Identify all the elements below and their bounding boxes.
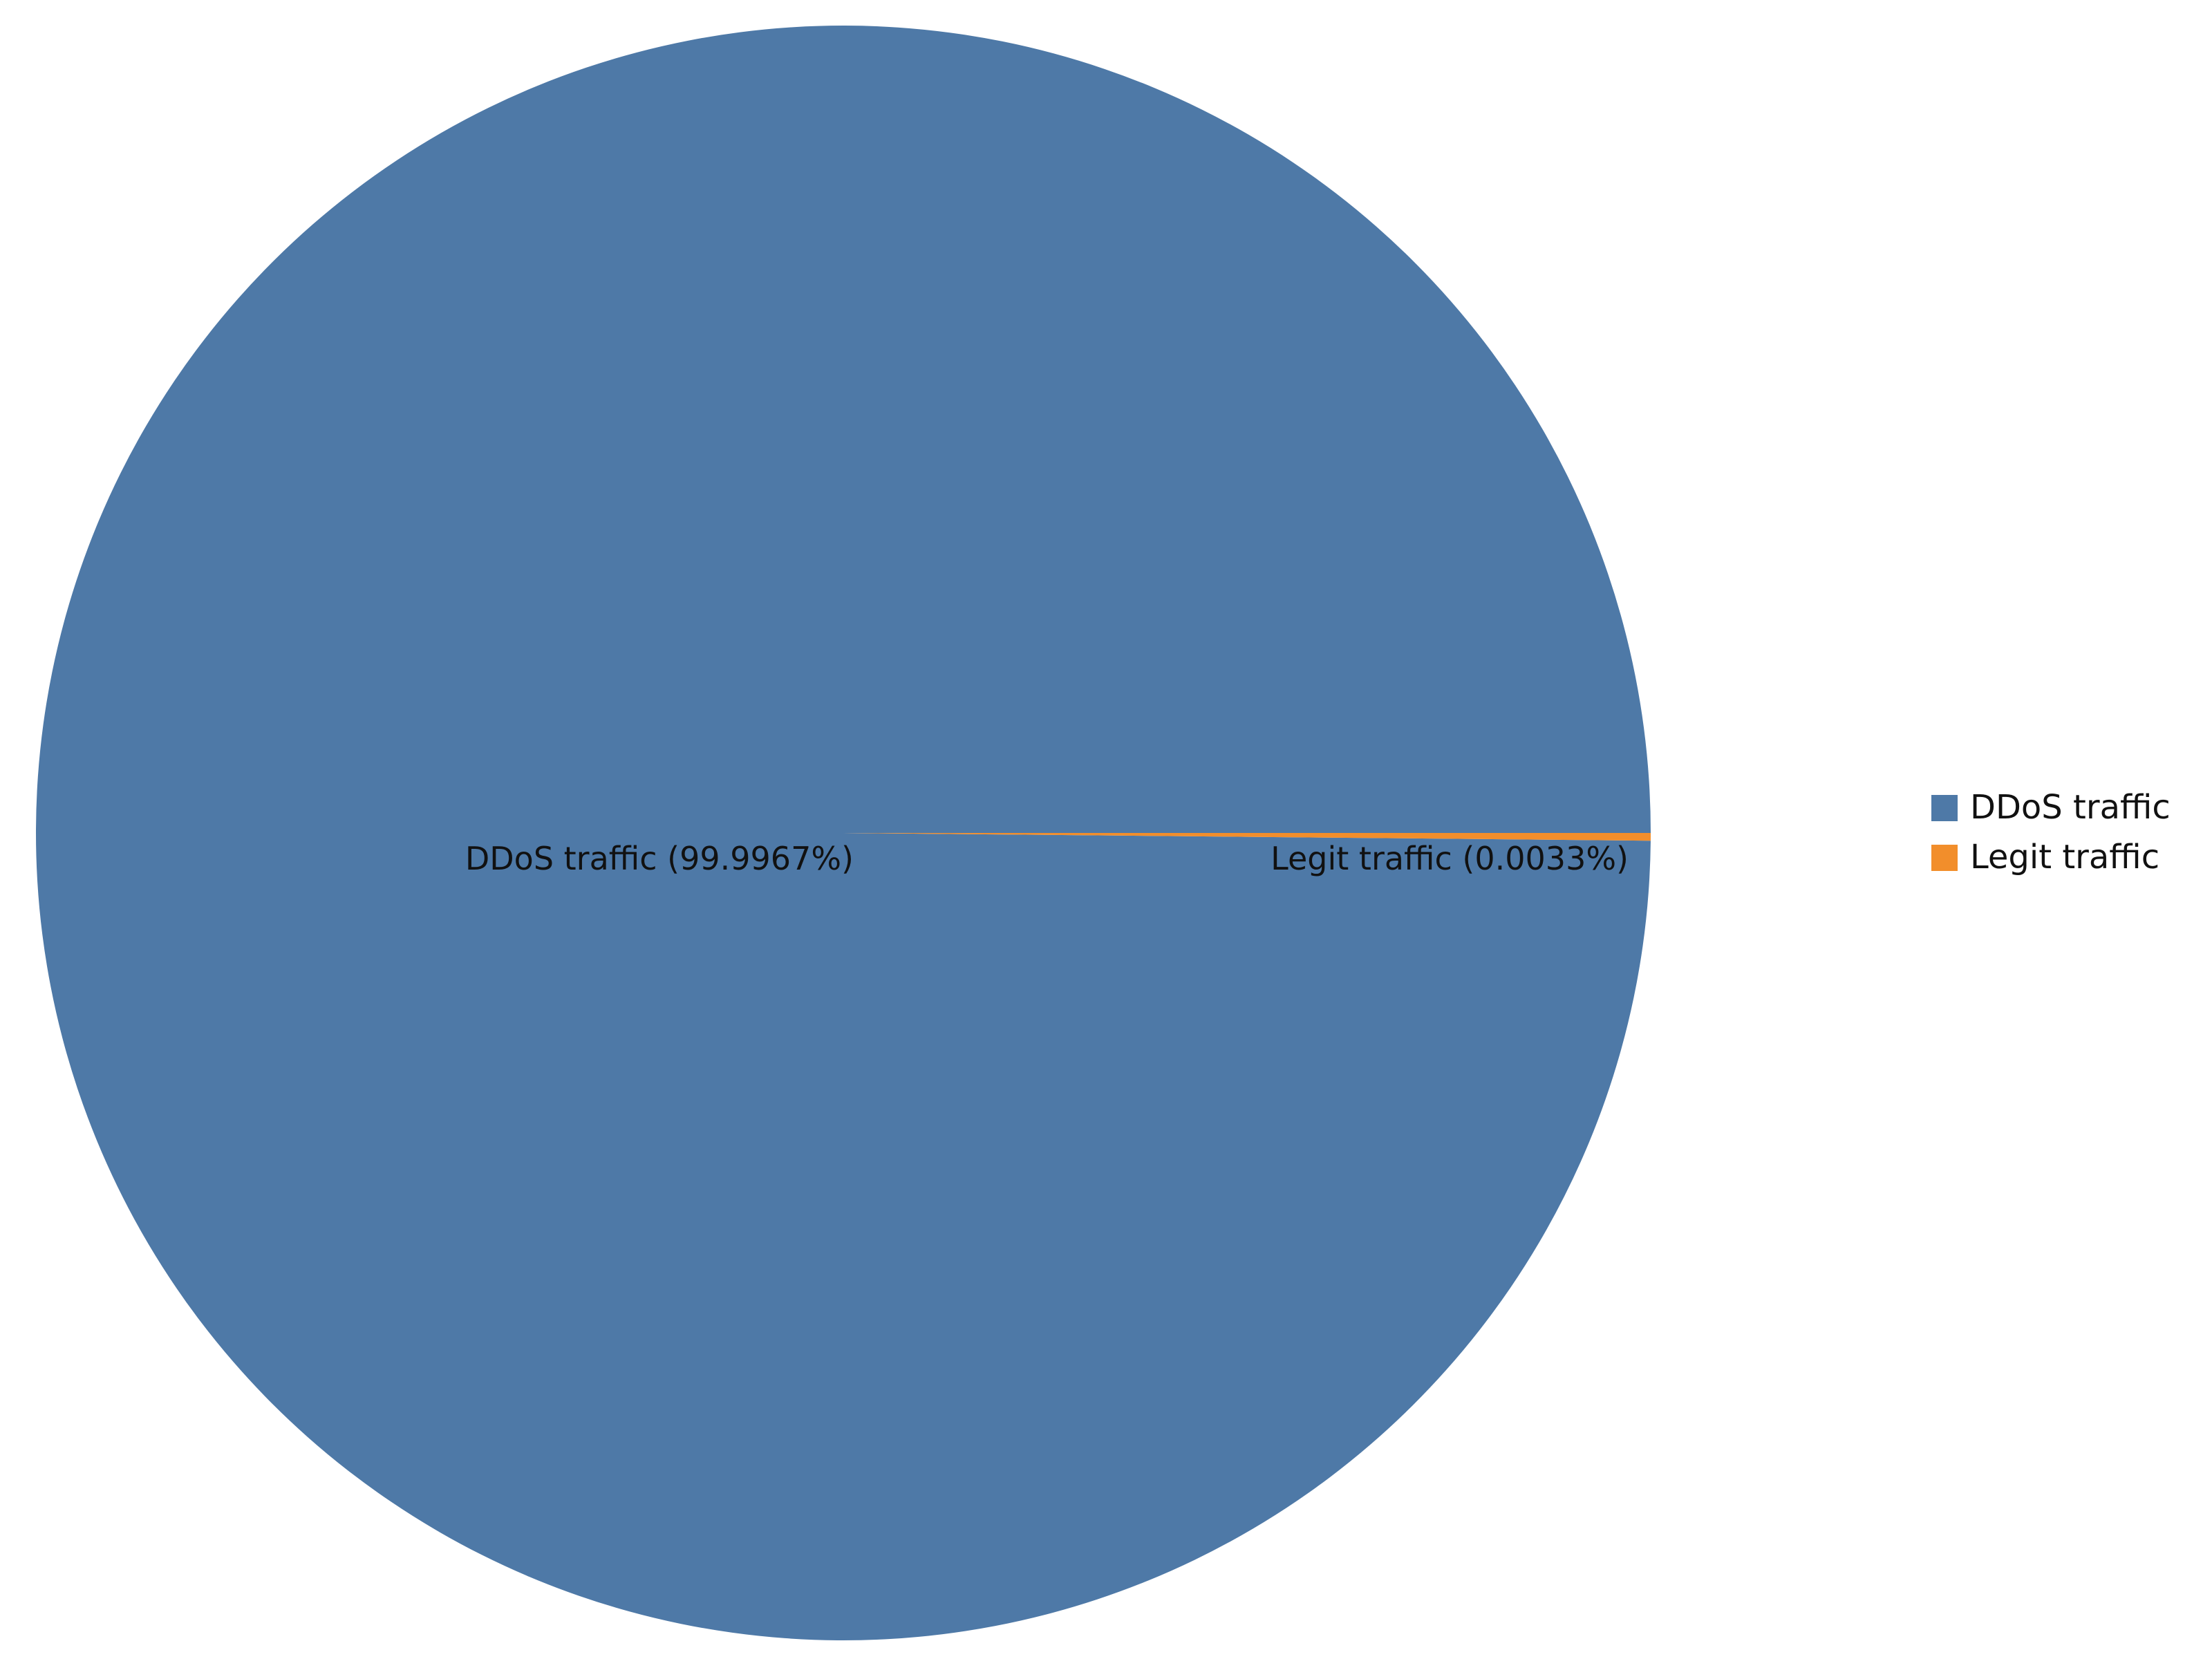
slice-label-ddos-traffic: DDoS traffic (99.9967%) <box>465 840 854 877</box>
slice-label-legit-traffic: Legit traffic (0.0033%) <box>1271 840 1629 877</box>
legend-label-legit-traffic: Legit traffic <box>1970 838 2159 877</box>
pie-slice-labels: DDoS traffic (99.9967%) Legit traffic (0.… <box>465 840 1629 877</box>
legend-label-ddos-traffic: DDoS traffic <box>1970 788 2171 827</box>
pie-slices <box>35 26 1651 1641</box>
legend-swatch-legit-traffic <box>1931 845 1958 871</box>
legend-swatch-ddos-traffic <box>1931 795 1958 821</box>
pie-slice-legit-traffic <box>843 833 1651 841</box>
pie-slice-ddos-traffic <box>35 26 1651 1641</box>
legend: DDoS traffic Legit traffic <box>1931 788 2171 877</box>
